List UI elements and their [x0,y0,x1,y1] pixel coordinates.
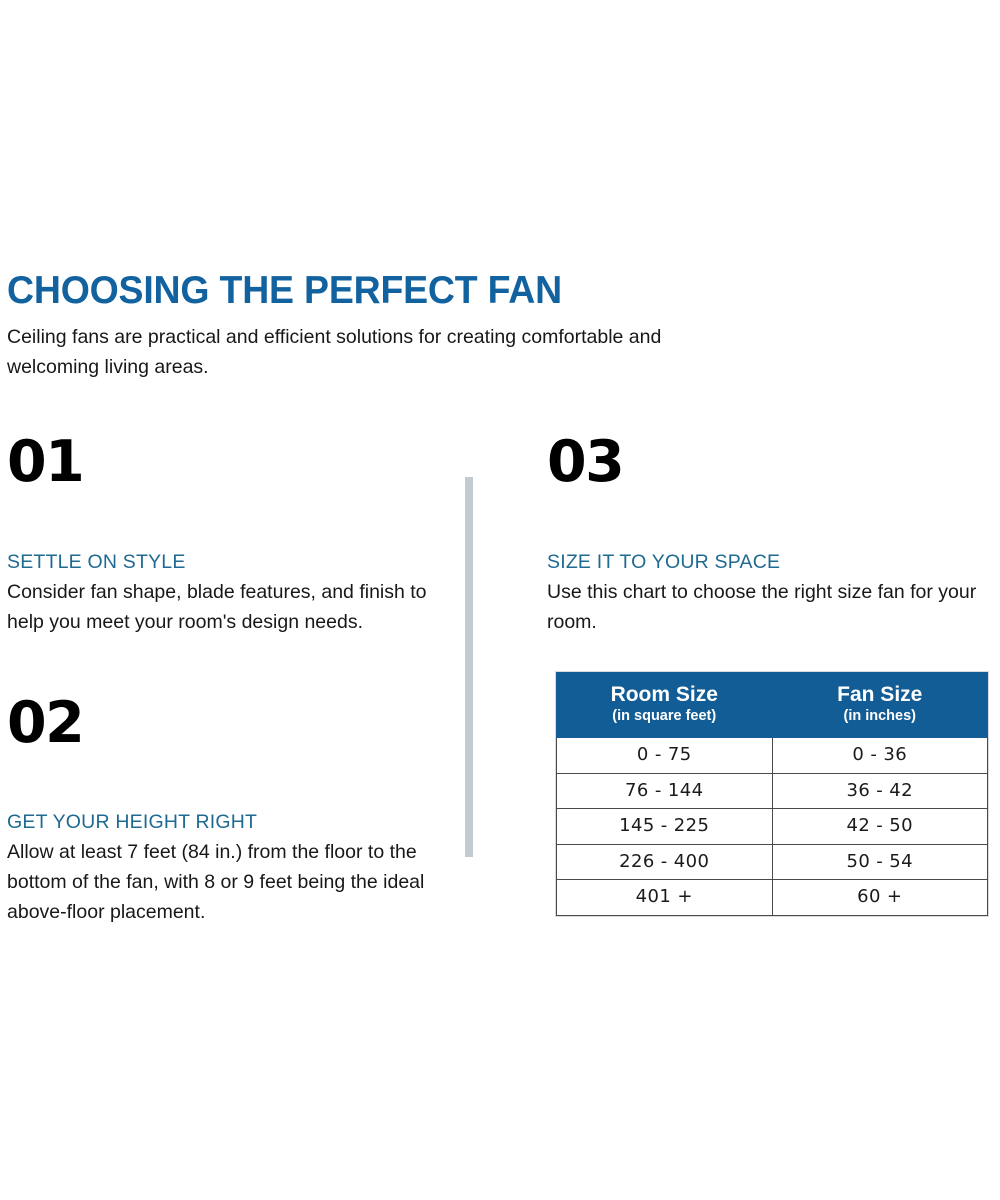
cell-room-size: 401 + [556,879,773,916]
cell-fan-size: 42 - 50 [771,808,988,845]
column-divider [465,477,473,857]
cell-fan-size: 0 - 36 [771,737,988,774]
table-row: 226 - 400 50 - 54 [556,843,988,880]
column-header-fan-size-main: Fan Size [837,683,923,706]
intro-block: CHOOSING THE PERFECT FAN Ceiling fans ar… [7,268,767,382]
cell-room-size: 226 - 400 [556,843,773,880]
column-header-fan-size-sub: (in inches) [843,708,916,724]
column-header-room-size-sub: (in square feet) [612,708,717,724]
table-row: 145 - 225 42 - 50 [556,808,988,845]
table-header-row: Room Size (in square feet) Fan Size (in … [556,672,988,738]
column-header-room-size-main: Room Size [610,683,718,706]
step-02-heading: GET YOUR HEIGHT RIGHT [7,811,258,833]
page-title: CHOOSING THE PERFECT FAN [7,269,562,312]
table-header: Room Size (in square feet) Fan Size (in … [556,672,988,738]
table-body: 0 - 75 0 - 36 76 - 144 36 - 42 145 - 225… [556,737,988,916]
step-01-number: 01 [7,429,85,495]
table-row: 76 - 144 36 - 42 [556,772,988,809]
step-02-number: 02 [7,690,85,756]
intro-paragraph: Ceiling fans are practical and efficient… [7,326,662,378]
cell-room-size: 76 - 144 [556,772,773,809]
fan-size-table: Room Size (in square feet) Fan Size (in … [556,672,988,916]
column-header-room-size: Room Size (in square feet) [556,672,773,738]
step-02: 02 GET YOUR HEIGHT RIGHT Allow at least … [7,693,427,927]
cell-room-size: 145 - 225 [556,808,773,845]
step-03: 03 SIZE IT TO YOUR SPACE Use this chart … [547,432,997,637]
step-03-heading: SIZE IT TO YOUR SPACE [547,551,781,573]
cell-fan-size: 36 - 42 [771,772,988,809]
step-02-body: Allow at least 7 feet (84 in.) from the … [7,841,425,923]
column-header-fan-size: Fan Size (in inches) [771,672,988,738]
cell-room-size: 0 - 75 [556,737,773,774]
cell-fan-size: 60 + [771,879,988,916]
step-01-heading: SETTLE ON STYLE [7,551,186,573]
step-03-body: Use this chart to choose the right size … [547,581,977,633]
table-row: 401 + 60 + [556,879,988,916]
step-01: 01 SETTLE ON STYLE Consider fan shape, b… [7,432,427,637]
left-column: 01 SETTLE ON STYLE Consider fan shape, b… [7,432,427,927]
right-column: 03 SIZE IT TO YOUR SPACE Use this chart … [547,432,997,637]
table-row: 0 - 75 0 - 36 [556,737,988,774]
step-01-body: Consider fan shape, blade features, and … [7,581,427,633]
step-03-number: 03 [547,429,625,495]
cell-fan-size: 50 - 54 [771,843,988,880]
